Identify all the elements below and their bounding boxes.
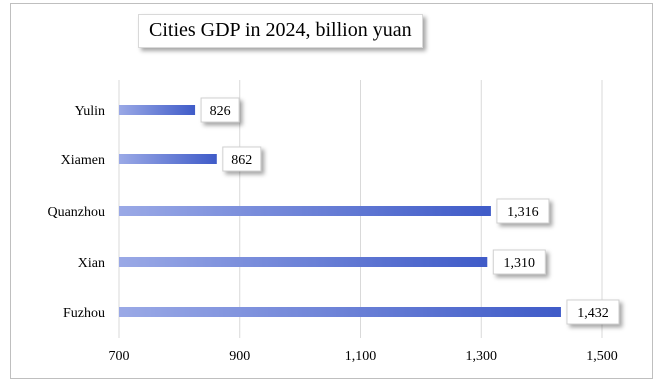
category-label: Yulin [75, 104, 105, 119]
x-tick-label: 1,500 [586, 349, 618, 364]
bar [119, 307, 561, 317]
value-label-box [492, 249, 546, 275]
category-label: Xian [78, 256, 105, 271]
category-labels: Yulin Xiamen Quanzhou Xian Fuzhou [47, 104, 105, 321]
value-label: 862 [231, 153, 252, 168]
category-label: Xiamen [61, 153, 105, 168]
x-tick-label: 1,300 [466, 349, 498, 364]
x-tick-label: 1,100 [345, 349, 377, 364]
value-label-box [222, 146, 262, 172]
category-label: Quanzhou [47, 205, 105, 220]
chart-title: Cities GDP in 2024, billion yuan [138, 14, 423, 48]
value-label-box [496, 198, 550, 224]
value-label: 826 [210, 104, 231, 119]
bars [119, 105, 561, 317]
value-label-box [200, 97, 240, 123]
x-tick-label: 900 [229, 349, 250, 364]
x-tick-label: 700 [109, 349, 130, 364]
bar [119, 105, 196, 115]
value-labels: 826 862 1,316 1,310 1,432 [200, 97, 620, 325]
bar [119, 206, 491, 216]
bar [119, 257, 488, 267]
x-axis-ticks: 700 900 1,100 1,300 1,500 [109, 349, 618, 364]
value-label: 1,310 [504, 256, 536, 271]
category-label: Fuzhou [63, 306, 105, 321]
bar [119, 154, 217, 164]
value-label: 1,316 [507, 205, 539, 220]
value-label-box [566, 299, 620, 325]
value-label: 1,432 [577, 306, 609, 321]
